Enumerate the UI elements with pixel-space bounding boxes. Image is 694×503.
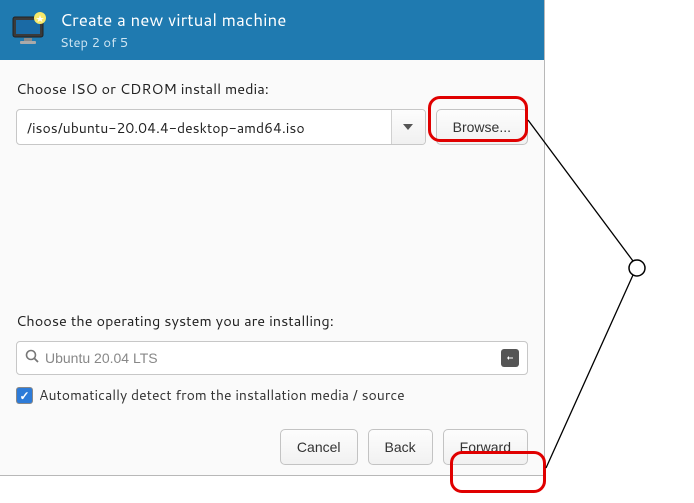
iso-path-combo[interactable]: /isos/ubuntu-20.04.4-desktop-amd64.iso: [16, 109, 426, 145]
vm-monitor-icon: [10, 10, 50, 50]
dialog-step: Step 2 of 5: [60, 34, 286, 52]
os-search-field[interactable]: [16, 341, 528, 375]
media-label: Choose ISO or CDROM install media:: [16, 78, 528, 99]
autodetect-row[interactable]: ✓ Automatically detect from the installa…: [16, 385, 528, 405]
forward-button[interactable]: Forward: [443, 429, 528, 465]
dialog-header: Create a new virtual machine Step 2 of 5: [0, 0, 544, 60]
clear-icon[interactable]: [501, 349, 519, 367]
autodetect-label: Automatically detect from the installati…: [39, 385, 405, 405]
browse-button[interactable]: Browse...: [436, 109, 528, 145]
iso-path-text: /isos/ubuntu-20.04.4-desktop-amd64.iso: [17, 110, 391, 144]
os-label: Choose the operating system you are inst…: [16, 310, 528, 331]
dialog-footer: Cancel Back Forward: [16, 423, 528, 465]
combo-dropdown-arrow[interactable]: [391, 110, 425, 144]
header-text: Create a new virtual machine Step 2 of 5: [60, 8, 286, 52]
os-section: Choose the operating system you are inst…: [16, 310, 528, 423]
chevron-down-icon: [403, 124, 413, 130]
search-icon: [25, 348, 39, 368]
os-search-input[interactable]: [39, 350, 501, 366]
cancel-button[interactable]: Cancel: [280, 429, 358, 465]
iso-row: /isos/ubuntu-20.04.4-desktop-amd64.iso B…: [16, 109, 528, 145]
vm-wizard-dialog: Create a new virtual machine Step 2 of 5…: [0, 0, 545, 476]
autodetect-checkbox[interactable]: ✓: [16, 387, 33, 404]
dialog-body: Choose ISO or CDROM install media: /isos…: [0, 60, 544, 475]
back-button[interactable]: Back: [368, 429, 433, 465]
dialog-title: Create a new virtual machine: [60, 8, 286, 32]
annotation-node-icon: [629, 260, 645, 276]
